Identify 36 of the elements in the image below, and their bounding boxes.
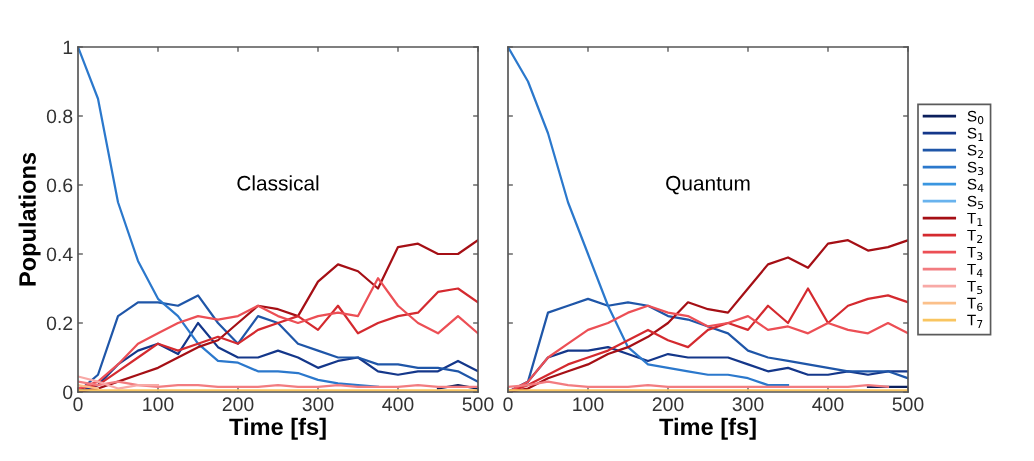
- x-tick-label: 100: [143, 397, 174, 412]
- y-tick-label: 0.2: [46, 316, 73, 331]
- x-tick-label: 0: [503, 397, 513, 412]
- legend-label: T$_{5}$: [967, 280, 983, 295]
- y-tick-label: 0.4: [46, 247, 73, 262]
- x-tick-label: 200: [652, 397, 684, 412]
- y-tick-label: 0: [63, 385, 73, 400]
- x-tick-label: 0: [73, 397, 83, 412]
- x-axis-title: Time [fs]: [229, 417, 326, 440]
- legend-label: S$_{3}$: [967, 161, 984, 176]
- x-tick-label: 500: [892, 397, 924, 412]
- x-tick-label: 300: [302, 397, 334, 412]
- x-tick-label: 300: [732, 397, 764, 412]
- y-tick-label: 1: [63, 40, 73, 55]
- y-tick-label: 0.8: [46, 109, 73, 124]
- legend-label: S$_{2}$: [967, 144, 983, 158]
- legend-label: S$_{5}$: [967, 195, 984, 210]
- x-tick-label: 400: [382, 397, 414, 412]
- y-tick-label: 0.6: [46, 178, 73, 193]
- legend-label: T$_{1}$: [967, 212, 983, 226]
- annotation: Classical: [237, 175, 319, 191]
- x-tick-label: 100: [573, 397, 604, 412]
- legend-label: T$_{6}$: [967, 297, 983, 312]
- x-tick-label: 500: [462, 397, 494, 412]
- x-axis-title: Time [fs]: [659, 417, 756, 440]
- legend-label: S$_{4}$: [967, 178, 984, 192]
- legend-label: S$_{0}$: [967, 110, 984, 125]
- legend-label: T$_{3}$: [967, 246, 983, 261]
- legend-label: T$_{7}$: [967, 314, 983, 328]
- y-axis-title: Populations: [18, 152, 41, 286]
- x-tick-label: 400: [812, 397, 844, 412]
- legend-label: S$_{1}$: [967, 127, 984, 141]
- annotation: Quantum: [666, 175, 750, 195]
- legend-label: T$_{4}$: [967, 263, 983, 277]
- legend-label: T$_{2}$: [967, 229, 983, 243]
- x-tick-label: 200: [222, 397, 254, 412]
